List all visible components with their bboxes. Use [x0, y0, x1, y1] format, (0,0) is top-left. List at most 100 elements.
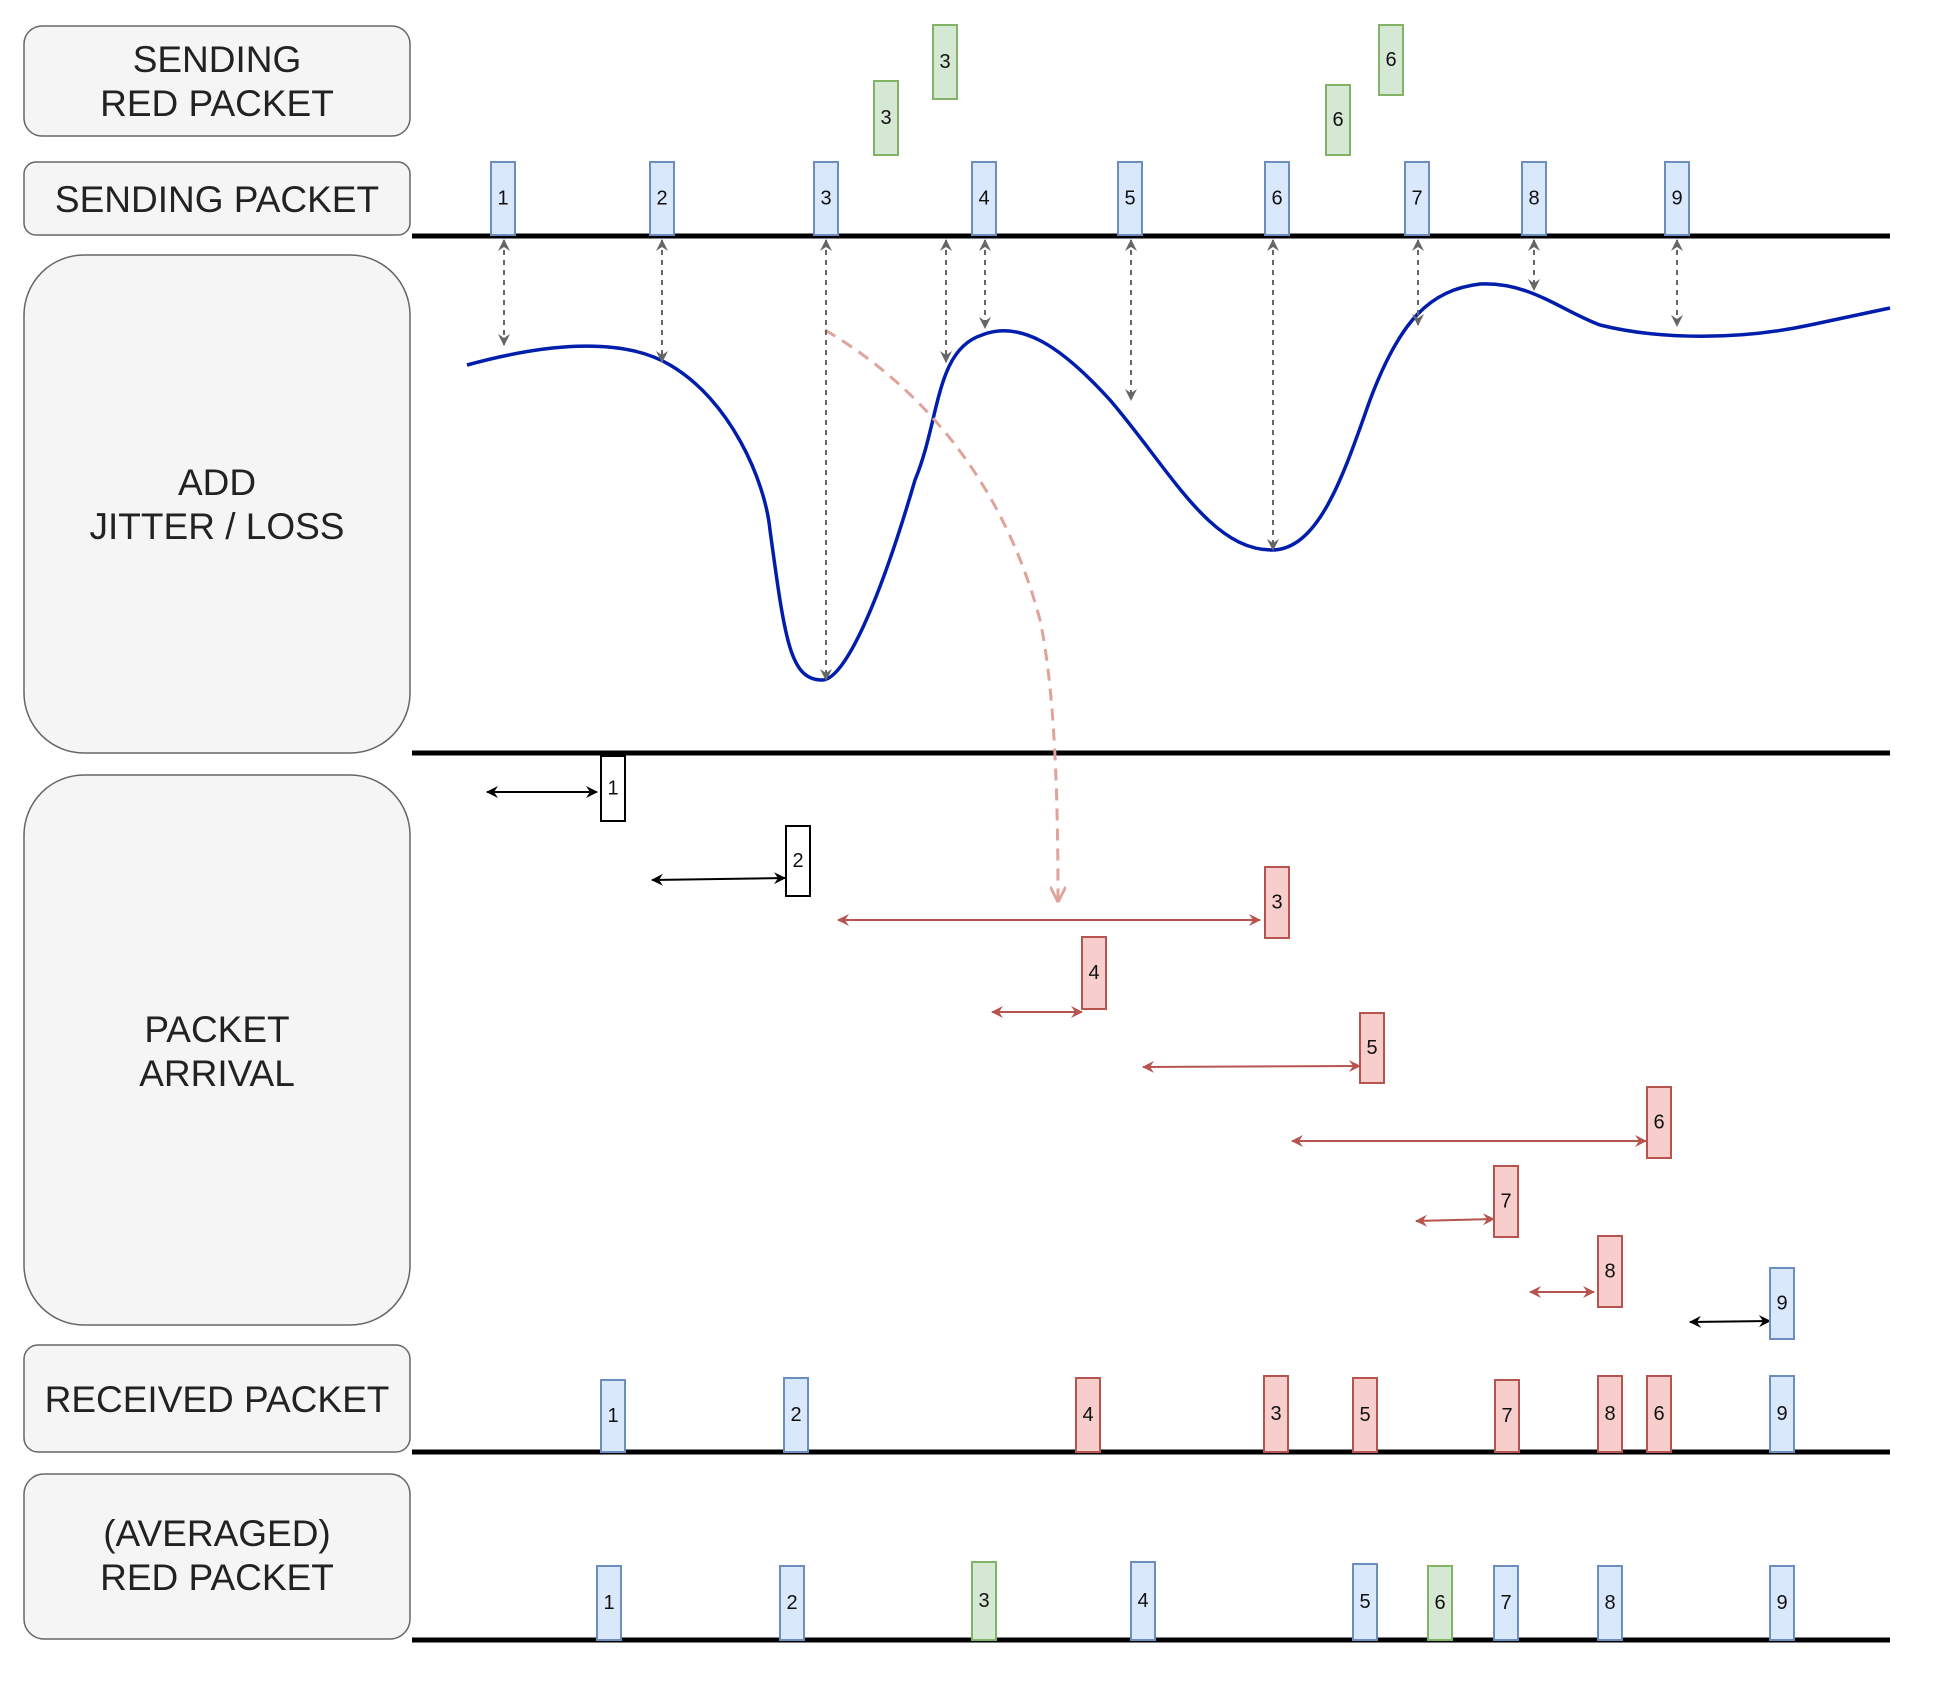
- arrival-packet-label: 7: [1500, 1191, 1511, 1213]
- sent-packet-label: 9: [1671, 188, 1682, 210]
- red-sent-packet-box: [932, 24, 958, 100]
- stage-arrival-line1: PACKET: [144, 1009, 289, 1050]
- received-packet-1: 2: [783, 1377, 809, 1453]
- sent-packet-0: 1: [490, 161, 516, 236]
- averaged-packet-label: 8: [1604, 1592, 1615, 1614]
- delay-arrow-5: [1142, 1060, 1361, 1073]
- red-sent-packet-box: [1378, 24, 1404, 96]
- sent-packet-6: 7: [1404, 161, 1430, 236]
- received-packet-box: [1352, 1377, 1378, 1453]
- received-packet-box: [1075, 1377, 1101, 1453]
- jitter-arrows: [498, 239, 1683, 681]
- red-sent-packet-1: 3: [932, 24, 958, 100]
- red-sent-packet-box: [873, 80, 899, 156]
- sent-packet-4: 5: [1117, 161, 1143, 236]
- received-packet-0: 1: [600, 1379, 626, 1453]
- received-packet-box: [783, 1377, 809, 1453]
- received-packet-4: 5: [1352, 1377, 1378, 1453]
- averaged-packet-label: 1: [603, 1592, 614, 1614]
- arrival-packet-2: 3: [1264, 866, 1290, 939]
- arrival-packet-box: [1264, 866, 1290, 939]
- received-packet-label: 7: [1501, 1405, 1512, 1427]
- averaged-packet-label: 2: [786, 1592, 797, 1614]
- arrival-packet-label: 2: [792, 850, 803, 872]
- red-recovery-curve: [824, 328, 1058, 900]
- arrival-packet-1: 2: [785, 825, 811, 897]
- received-packet-3: 3: [1263, 1375, 1289, 1453]
- red-sent-packet-box: [1325, 84, 1351, 156]
- arrival-packet-box: [1359, 1012, 1385, 1084]
- received-packet-2: 4: [1075, 1377, 1101, 1453]
- red-sent-packet-label: 3: [939, 51, 950, 73]
- sent-packet-box: [1664, 161, 1690, 236]
- sent-packet-label: 3: [820, 188, 831, 210]
- averaged-packet-label: 3: [978, 1590, 989, 1612]
- received-packet-box: [1597, 1375, 1623, 1453]
- red-sent-packet-0: 3: [873, 80, 899, 156]
- arrival-packet-label: 6: [1653, 1112, 1664, 1134]
- stage-sending-red: SENDING RED PACKET: [23, 25, 411, 137]
- stage-averaged: (AVERAGED) RED PACKET: [23, 1473, 411, 1640]
- averaged-packet-label: 5: [1359, 1591, 1370, 1613]
- stage-received-label: RECEIVED PACKET: [45, 1379, 390, 1420]
- arrival-packet-box: [1597, 1235, 1623, 1308]
- received-packet-label: 5: [1359, 1404, 1370, 1426]
- received-packet-box: [1646, 1375, 1672, 1453]
- stage-jitter-line1: ADD: [178, 462, 256, 503]
- sent-packet-1: 2: [649, 161, 675, 236]
- averaged-packet-0: 1: [596, 1565, 622, 1641]
- delay-arrows: [486, 786, 1771, 1328]
- stage-sending-red-line2: RED PACKET: [100, 83, 334, 124]
- sent-packet-5: 6: [1264, 161, 1290, 236]
- averaged-packet-box: [1130, 1561, 1156, 1641]
- stage-jitter-line2: JITTER / LOSS: [90, 506, 345, 547]
- arrival-packet-label: 9: [1776, 1293, 1787, 1315]
- red-sent-packet-label: 3: [880, 107, 891, 129]
- sent-packet-box: [490, 161, 516, 236]
- stage-jitter: ADD JITTER / LOSS: [23, 254, 411, 754]
- sent-packet-label: 2: [656, 188, 667, 210]
- received-packet-label: 6: [1653, 1403, 1664, 1425]
- received-packet-box: [1263, 1375, 1289, 1453]
- sent-packet-box: [1264, 161, 1290, 236]
- delay-arrow-7: [1415, 1213, 1495, 1227]
- received-packet-label: 4: [1082, 1404, 1093, 1426]
- sent-packet-label: 7: [1411, 188, 1422, 210]
- arrival-packet-6: 7: [1493, 1165, 1519, 1238]
- arrival-packet-7: 8: [1597, 1235, 1623, 1308]
- received-packet-6: 8: [1597, 1375, 1623, 1453]
- received-packet-label: 2: [790, 1404, 801, 1426]
- arrival-packet-box: [1769, 1267, 1795, 1340]
- red-sent-packet-label: 6: [1332, 109, 1343, 131]
- arrival-packet-4: 5: [1359, 1012, 1385, 1084]
- arrival-packet-3: 4: [1081, 936, 1107, 1010]
- arrival-packet-box: [1646, 1086, 1672, 1159]
- averaged-packet-box: [779, 1565, 805, 1641]
- received-packet-box: [1769, 1375, 1795, 1453]
- received-packet-5: 7: [1494, 1379, 1520, 1453]
- stage-sending: SENDING PACKET: [23, 161, 411, 236]
- averaged-packet-3: 4: [1130, 1561, 1156, 1641]
- averaged-packet-box: [971, 1561, 997, 1641]
- arrival-packet-label: 5: [1366, 1037, 1377, 1059]
- averaged-packet-box: [1493, 1565, 1519, 1641]
- received-packet-label: 1: [607, 1405, 618, 1427]
- arrival-packet-8: 9: [1769, 1267, 1795, 1340]
- arrival-packet-box: [1081, 936, 1107, 1010]
- averaged-packet-label: 4: [1137, 1590, 1148, 1612]
- stage-averaged-line1: (AVERAGED): [103, 1513, 331, 1554]
- sent-packet-2: 3: [813, 161, 839, 236]
- received-packet-8: 9: [1769, 1375, 1795, 1453]
- arrival-packet-label: 3: [1271, 892, 1282, 914]
- delay-arrow-9: [1689, 1315, 1771, 1328]
- received-packet-box: [1494, 1379, 1520, 1453]
- stage-received: RECEIVED PACKET: [23, 1344, 411, 1453]
- sent-packet-label: 1: [497, 188, 508, 210]
- sent-packet-box: [1404, 161, 1430, 236]
- averaged-packet-box: [1769, 1565, 1795, 1641]
- averaged-packet-box: [1597, 1565, 1623, 1641]
- stage-sending-red-line1: SENDING: [133, 39, 302, 80]
- sent-packet-box: [649, 161, 675, 236]
- stage-sending-label: SENDING PACKET: [55, 179, 379, 220]
